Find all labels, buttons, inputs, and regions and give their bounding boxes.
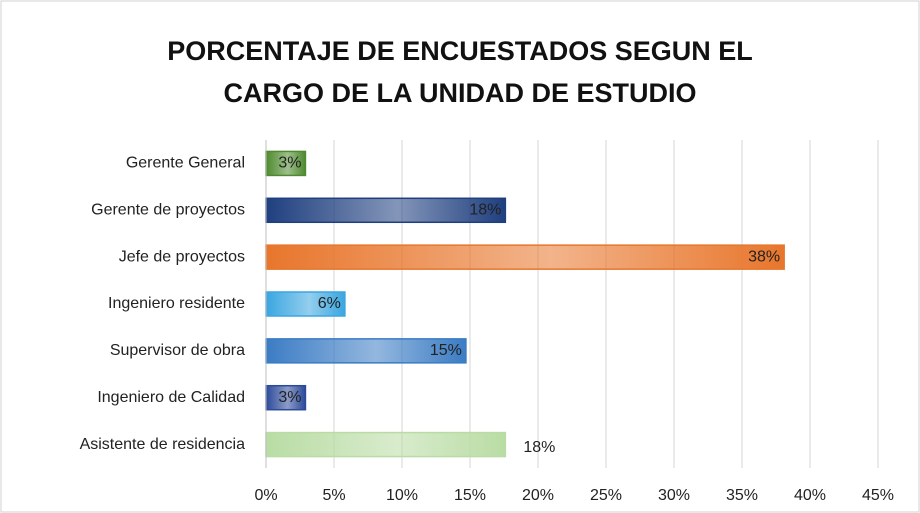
data-label: 6% bbox=[318, 295, 341, 312]
x-tick-label: 15% bbox=[454, 487, 486, 504]
bar bbox=[265, 150, 307, 177]
bar bbox=[265, 197, 507, 224]
y-tick-label: Jefe de proyectos bbox=[119, 248, 245, 265]
bar bbox=[265, 244, 785, 270]
data-label: 18% bbox=[469, 202, 501, 219]
y-tick-label: Ingeniero de Calidad bbox=[97, 389, 245, 406]
data-label: 3% bbox=[278, 389, 301, 406]
x-tick-label: 30% bbox=[658, 487, 690, 504]
x-tick-label: 20% bbox=[522, 487, 554, 504]
x-tick-label: 10% bbox=[386, 487, 418, 504]
x-tick-label: 25% bbox=[590, 487, 622, 504]
y-tick-label: Gerente General bbox=[126, 155, 245, 172]
x-tick-label: 35% bbox=[726, 487, 758, 504]
chart-title: PORCENTAJE DE ENCUESTADOS SEGUN EL CARGO… bbox=[167, 36, 753, 108]
bar bbox=[265, 431, 507, 458]
y-tick-label: Asistente de residencia bbox=[80, 436, 246, 453]
y-tick-label: Supervisor de obra bbox=[110, 342, 245, 359]
y-tick-label: Ingeniero residente bbox=[108, 295, 245, 312]
bar bbox=[265, 291, 346, 317]
x-tick-label: 45% bbox=[862, 487, 894, 504]
x-tick-label: 5% bbox=[322, 487, 345, 504]
data-label: 38% bbox=[748, 248, 780, 265]
data-label: 18% bbox=[523, 439, 555, 456]
y-tick-label: Gerente de proyectos bbox=[91, 202, 245, 219]
data-label: 3% bbox=[278, 155, 301, 172]
data-label: 15% bbox=[430, 342, 462, 359]
bar bbox=[265, 338, 467, 364]
x-tick-label: 0% bbox=[254, 487, 277, 504]
x-tick-label: 40% bbox=[794, 487, 826, 504]
